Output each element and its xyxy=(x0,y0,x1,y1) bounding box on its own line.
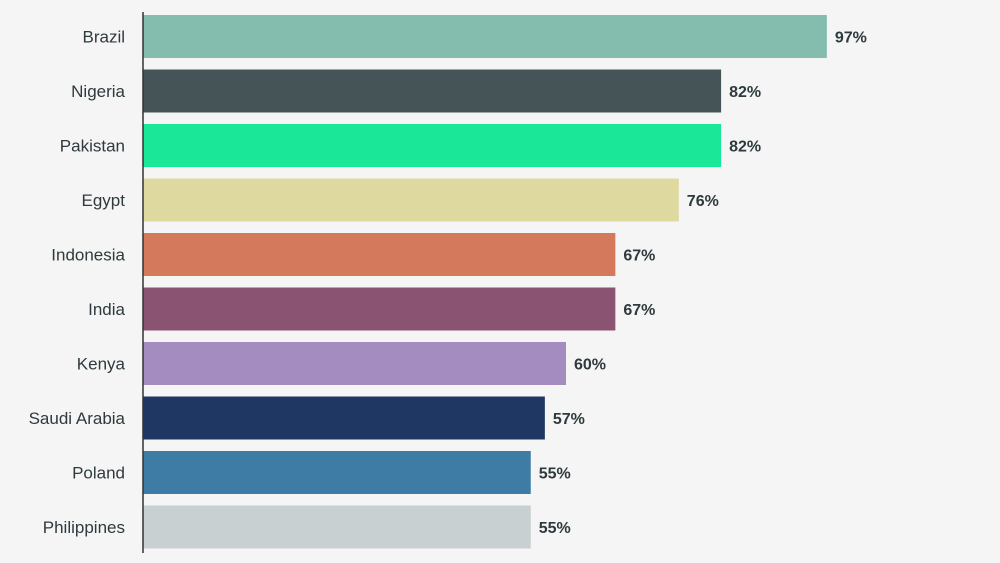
category-label-brazil: Brazil xyxy=(82,28,125,47)
bar-nigeria xyxy=(143,69,722,113)
bars-group xyxy=(143,15,827,549)
category-label-kenya: Kenya xyxy=(77,355,126,374)
value-label-philippines: 55% xyxy=(539,520,571,537)
category-label-indonesia: Indonesia xyxy=(51,246,125,265)
value-label-india: 67% xyxy=(623,302,655,319)
value-label-brazil: 97% xyxy=(835,30,867,47)
value-label-kenya: 60% xyxy=(574,357,606,374)
category-label-india: India xyxy=(88,300,125,319)
category-labels: Brazil Nigeria Pakistan Egypt Indonesia India… xyxy=(29,28,126,538)
bar-kenya xyxy=(143,342,566,385)
bar-poland xyxy=(143,451,531,494)
bar-pakistan xyxy=(143,124,722,167)
category-label-philippines: Philippines xyxy=(43,518,125,537)
bar-indonesia xyxy=(143,233,616,276)
value-labels: 97% 82% 82% 76% 67% 67% 60% 57% 55% 55% xyxy=(539,30,867,538)
bar-saudi-arabia xyxy=(143,396,545,440)
category-label-saudi-arabia: Saudi Arabia xyxy=(29,409,126,428)
value-label-egypt: 76% xyxy=(687,193,719,210)
category-label-poland: Poland xyxy=(72,464,125,483)
category-label-egypt: Egypt xyxy=(82,191,126,210)
category-label-nigeria: Nigeria xyxy=(71,82,125,101)
value-label-nigeria: 82% xyxy=(729,84,761,101)
value-label-pakistan: 82% xyxy=(729,139,761,156)
bar-india xyxy=(143,287,616,331)
value-label-poland: 55% xyxy=(539,466,571,483)
bar-egypt xyxy=(143,178,679,222)
category-label-pakistan: Pakistan xyxy=(60,137,125,156)
value-label-indonesia: 67% xyxy=(623,248,655,265)
bar-brazil xyxy=(143,15,827,58)
bar-philippines xyxy=(143,505,531,549)
value-label-saudi-arabia: 57% xyxy=(553,411,585,428)
